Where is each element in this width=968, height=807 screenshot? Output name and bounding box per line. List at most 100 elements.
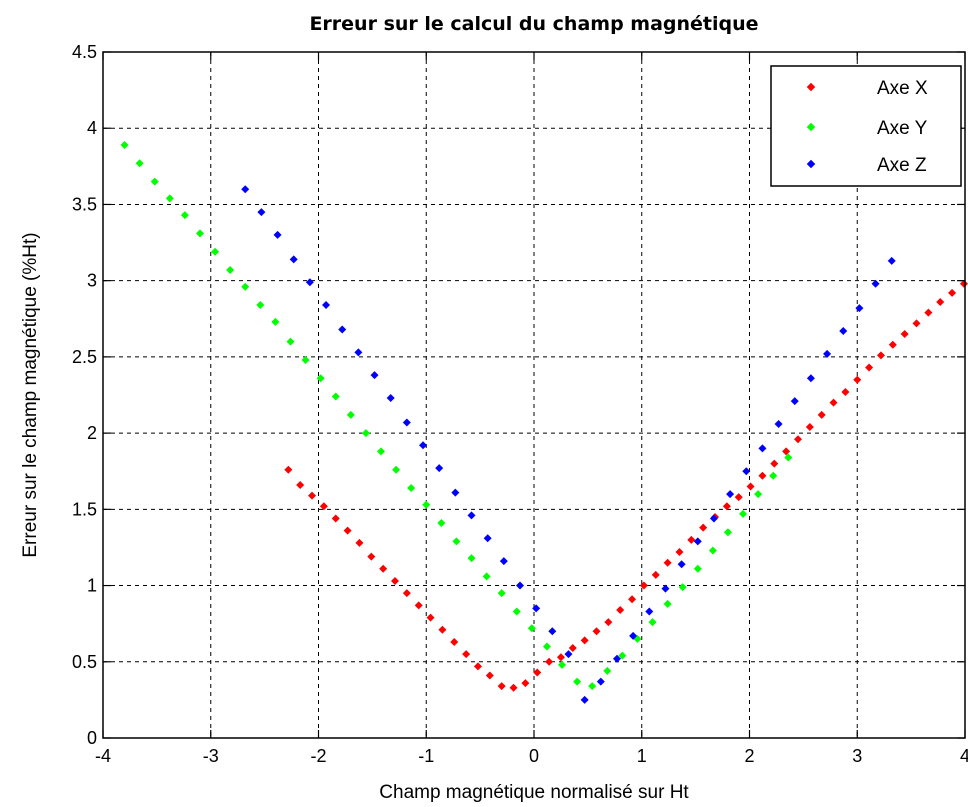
data-point	[758, 444, 767, 453]
data-point	[435, 464, 444, 473]
data-point	[782, 447, 791, 456]
data-point	[677, 560, 686, 569]
y-tick-label: 4.5	[72, 42, 97, 62]
data-point	[391, 576, 400, 585]
data-point	[331, 392, 340, 401]
legend-label-x: Axe X	[877, 78, 928, 99]
data-point	[379, 564, 388, 573]
data-point	[451, 488, 460, 497]
data-point	[545, 657, 554, 666]
data-point	[452, 537, 461, 546]
data-point	[708, 546, 717, 555]
data-point	[322, 301, 331, 310]
legend-label-z: Axe Z	[877, 155, 927, 176]
data-point	[663, 558, 672, 567]
data-point	[135, 159, 144, 168]
data-point	[308, 491, 317, 500]
data-point	[343, 526, 352, 535]
y-tick-label: 2.5	[72, 347, 97, 367]
data-point	[512, 607, 521, 616]
data-point	[533, 668, 542, 677]
data-point	[515, 581, 524, 590]
data-point	[596, 677, 605, 686]
data-point	[485, 671, 494, 680]
data-point	[648, 618, 657, 627]
data-point	[959, 279, 968, 288]
data-point	[754, 490, 763, 499]
data-point	[612, 654, 621, 663]
data-point	[774, 419, 783, 428]
data-point	[936, 298, 945, 307]
data-point	[556, 653, 565, 662]
data-point	[354, 348, 363, 357]
data-point	[629, 631, 638, 640]
data-point	[726, 490, 735, 499]
data-point	[746, 482, 755, 491]
data-point	[211, 247, 220, 256]
data-point	[402, 589, 411, 598]
data-point	[256, 301, 265, 310]
data-point	[784, 453, 793, 462]
legend-label-y: Axe Y	[877, 118, 928, 139]
data-point	[462, 650, 471, 659]
x-tick-label: 3	[852, 746, 862, 766]
x-tick-label: -3	[203, 746, 219, 766]
data-point	[386, 394, 395, 403]
data-point	[769, 471, 778, 480]
data-point	[305, 278, 314, 287]
data-point	[853, 375, 862, 384]
data-point	[414, 601, 423, 610]
data-point	[618, 651, 627, 660]
data-point	[370, 371, 379, 380]
data-point	[900, 330, 909, 339]
data-point	[580, 695, 589, 704]
data-point	[361, 429, 370, 438]
data-point	[580, 636, 589, 645]
data-point	[355, 538, 364, 547]
data-point	[527, 624, 536, 633]
data-point	[257, 208, 266, 217]
data-point	[286, 337, 295, 346]
data-point	[592, 627, 601, 636]
data-point	[497, 589, 506, 598]
data-point	[687, 535, 696, 544]
axis-ticks: -4 -3 -2 -1 0 1 2 3 4 0 0.5 1 1.5 2 2.5 3 3.5 4 4.5	[72, 42, 968, 766]
data-point	[316, 374, 325, 383]
data-point	[482, 572, 491, 581]
data-point	[723, 528, 732, 537]
data-point	[865, 363, 874, 372]
data-point	[180, 211, 189, 220]
data-point	[241, 185, 250, 194]
data-point	[483, 534, 492, 543]
y-tick-label: 1.5	[72, 499, 97, 519]
legend-box	[770, 65, 962, 187]
data-point	[450, 637, 459, 646]
data-point	[301, 355, 310, 364]
y-axis-label: Erreur sur le champ magnétique (%Ht)	[20, 232, 41, 557]
x-tick-label: 0	[529, 746, 539, 766]
data-point	[855, 304, 864, 313]
data-points	[120, 140, 968, 704]
data-point	[739, 509, 748, 518]
data-point	[467, 511, 476, 520]
data-point	[628, 595, 637, 604]
data-point	[542, 642, 551, 651]
x-tick-label: -1	[418, 746, 434, 766]
data-point	[568, 644, 577, 653]
data-point	[548, 627, 557, 636]
data-point	[912, 319, 921, 328]
data-point	[289, 255, 298, 264]
data-point	[521, 679, 530, 688]
y-tick-label: 0.5	[72, 652, 97, 672]
data-point	[693, 564, 702, 573]
data-point	[603, 666, 612, 675]
data-point	[876, 351, 885, 360]
data-point	[509, 683, 518, 692]
data-point	[806, 374, 815, 383]
data-point	[709, 514, 718, 523]
data-point	[948, 288, 957, 297]
chart-title: Erreur sur le calcul du champ magnétique	[309, 13, 758, 35]
data-point	[823, 349, 832, 358]
series-axe-y	[120, 140, 793, 691]
data-point	[871, 279, 880, 288]
